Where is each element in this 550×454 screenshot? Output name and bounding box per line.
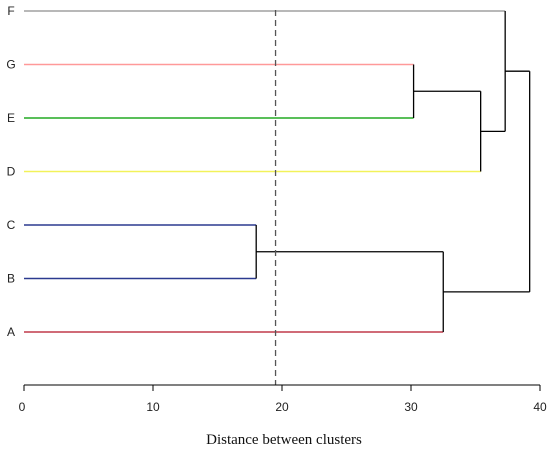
x-tick-label-20: 20 — [275, 400, 289, 414]
x-axis: 0 10 20 30 40 — [19, 384, 547, 414]
leaf-label-a: A — [7, 325, 15, 339]
leaf-label-g: G — [6, 58, 15, 72]
leaf-label-c: C — [7, 218, 16, 232]
leaf-label-b: B — [7, 272, 15, 286]
x-axis-label: Distance between clusters — [206, 432, 362, 448]
leaf-labels: F G E D C B A — [6, 4, 15, 339]
merge-branches — [255, 11, 531, 332]
leaf-label-d: D — [7, 165, 16, 179]
leaf-label-f: F — [7, 4, 14, 18]
x-tick-label-40: 40 — [533, 400, 547, 414]
x-tick-label-0: 0 — [19, 400, 26, 414]
leaf-branches — [24, 10, 506, 333]
leaf-label-e: E — [7, 111, 15, 125]
x-tick-label-30: 30 — [404, 400, 418, 414]
x-tick-label-10: 10 — [146, 400, 160, 414]
